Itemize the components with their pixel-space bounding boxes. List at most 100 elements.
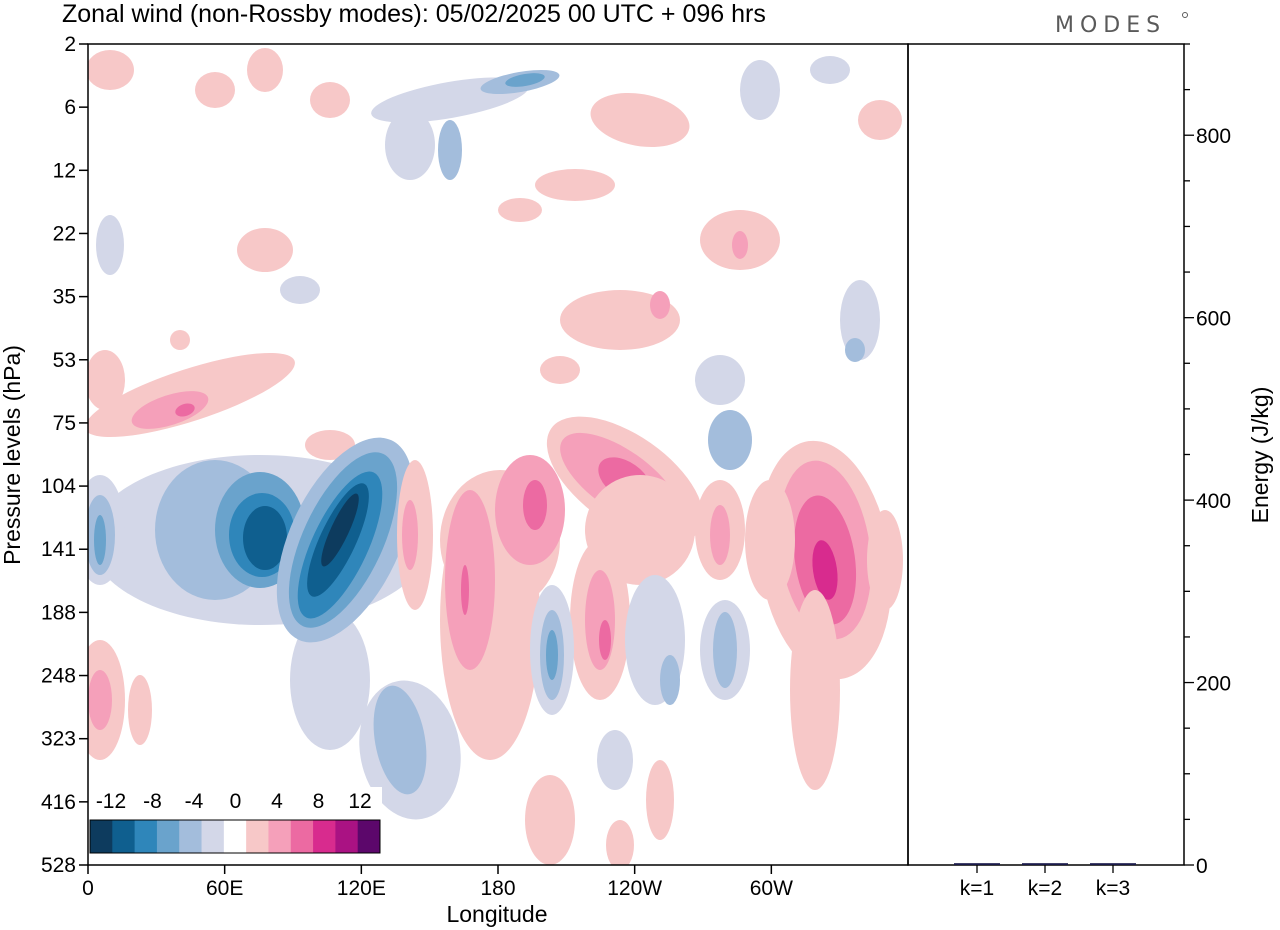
positive-contour xyxy=(523,480,547,530)
y-tick-label: 323 xyxy=(41,728,76,751)
x-tick-label: 60W xyxy=(750,877,793,900)
positive-contour xyxy=(585,570,615,670)
energy-bar xyxy=(954,863,1000,865)
x-tick-label: 180 xyxy=(480,877,515,900)
energy-x-tick-label: k=1 xyxy=(960,877,994,900)
positive-contour xyxy=(606,820,634,865)
x-axis-label: Longitude xyxy=(446,901,547,927)
positive-contour xyxy=(305,430,355,460)
colorbar-tick-label: 0 xyxy=(230,790,242,813)
colorbar-tick-label: -4 xyxy=(185,790,204,813)
energy-x-tick-label: k=2 xyxy=(1028,877,1062,900)
negative-contour xyxy=(810,56,850,84)
positive-contour xyxy=(710,505,730,565)
positive-contour xyxy=(540,356,580,384)
energy-bar xyxy=(1022,863,1068,865)
y-tick-label: 35 xyxy=(53,286,76,309)
positive-contour xyxy=(128,675,152,745)
positive-contour xyxy=(461,565,469,615)
negative-contour xyxy=(708,410,752,470)
positive-contour xyxy=(498,198,542,222)
positive-contour xyxy=(175,403,195,417)
positive-contour xyxy=(535,169,615,201)
colorbar-tick-label: 8 xyxy=(313,790,325,813)
positive-contour xyxy=(237,228,293,272)
positive-contour xyxy=(402,500,418,570)
energy-y-tick-label: 600 xyxy=(1196,308,1231,331)
negative-contour xyxy=(94,515,106,565)
negative-contour xyxy=(845,338,865,362)
positive-contour xyxy=(867,510,903,610)
x-tick-label: 0 xyxy=(82,877,94,900)
y-axis-ticks: 2 6 12 22 35 53 75 104 141 188 248 323 416 528 xyxy=(41,33,88,877)
colorbar-swatch xyxy=(313,820,336,853)
energy-bar xyxy=(1090,863,1136,865)
energy-bars xyxy=(954,863,1136,865)
colorbar-swatch xyxy=(201,820,225,853)
negative-contour xyxy=(597,730,633,790)
negative-contour xyxy=(373,685,427,795)
y-tick-label: 53 xyxy=(53,349,76,372)
colorbar: -12 -8 -4 0 4 8 12 xyxy=(88,787,382,857)
energy-x-axis-ticks: k=1 k=2 k=3 xyxy=(960,865,1130,900)
colorbar-swatch xyxy=(112,820,136,853)
y-axis-label: Pressure levels (hPa) xyxy=(0,345,25,565)
energy-y-axis-label: Energy (J/kg) xyxy=(1247,387,1273,524)
colorbar-swatch xyxy=(335,820,359,853)
colorbar-swatch xyxy=(290,820,314,853)
y-tick-label: 12 xyxy=(53,159,76,182)
colorbar-swatch xyxy=(156,820,180,853)
colorbar-swatch xyxy=(134,820,158,853)
positive-contour xyxy=(732,231,748,259)
colorbar-swatch xyxy=(357,820,381,853)
negative-contour xyxy=(321,493,359,567)
colorbar-tick-label: -12 xyxy=(96,790,126,813)
negative-contour xyxy=(385,110,435,180)
modes-logo: MODES xyxy=(1055,13,1166,38)
negative-contour xyxy=(438,120,462,180)
logo-registered-mark xyxy=(1182,12,1188,18)
y-tick-label: 2 xyxy=(64,33,76,56)
positive-contour xyxy=(745,480,795,600)
energy-y-axis-ticks: 0 200 400 600 800 xyxy=(1184,43,1231,878)
positive-contour xyxy=(310,82,350,118)
energy-y-tick-label: 200 xyxy=(1196,673,1231,696)
positive-contour xyxy=(88,350,125,410)
colorbar-swatch xyxy=(268,820,292,853)
negative-contour xyxy=(243,506,287,570)
positive-contour xyxy=(170,330,190,350)
positive-contour xyxy=(646,760,674,840)
y-tick-label: 104 xyxy=(41,475,76,498)
colorbar-tick-label: 4 xyxy=(271,790,283,813)
x-tick-label: 120W xyxy=(607,877,662,900)
x-tick-label: 120E xyxy=(337,877,386,900)
positive-contour xyxy=(790,590,840,790)
positive-contour xyxy=(195,72,235,108)
positive-contour xyxy=(131,391,209,429)
x-axis-ticks: 0 60E 120E 180 120W 60W xyxy=(82,865,793,900)
chart-title: Zonal wind (non-Rossby modes): 05/02/202… xyxy=(62,0,766,28)
positive-contour xyxy=(88,50,134,90)
colorbar-swatch xyxy=(179,820,203,853)
x-tick-label: 60E xyxy=(206,877,243,900)
negative-contour xyxy=(695,355,745,405)
energy-plot-area: 0 200 400 600 800 k=1 k=2 k=3 Energy (J/kg) xyxy=(907,43,1273,900)
y-tick-label: 188 xyxy=(41,601,76,624)
positive-contour xyxy=(445,490,495,670)
energy-x-tick-label: k=3 xyxy=(1096,877,1130,900)
energy-y-tick-label: 400 xyxy=(1196,490,1231,513)
negative-contour xyxy=(713,612,737,688)
colorbar-swatch xyxy=(246,820,269,853)
y-tick-label: 528 xyxy=(41,854,76,877)
y-tick-label: 6 xyxy=(64,96,76,119)
y-tick-label: 416 xyxy=(41,791,76,814)
colorbar-tick-label: 12 xyxy=(348,790,371,813)
colorbar-swatch xyxy=(90,820,113,853)
negative-contour xyxy=(546,630,558,680)
negative-contour xyxy=(660,655,680,705)
negative-contour xyxy=(96,215,124,275)
positive-contour xyxy=(88,670,112,730)
positive-contour xyxy=(650,291,670,319)
positive-contour xyxy=(599,620,611,660)
